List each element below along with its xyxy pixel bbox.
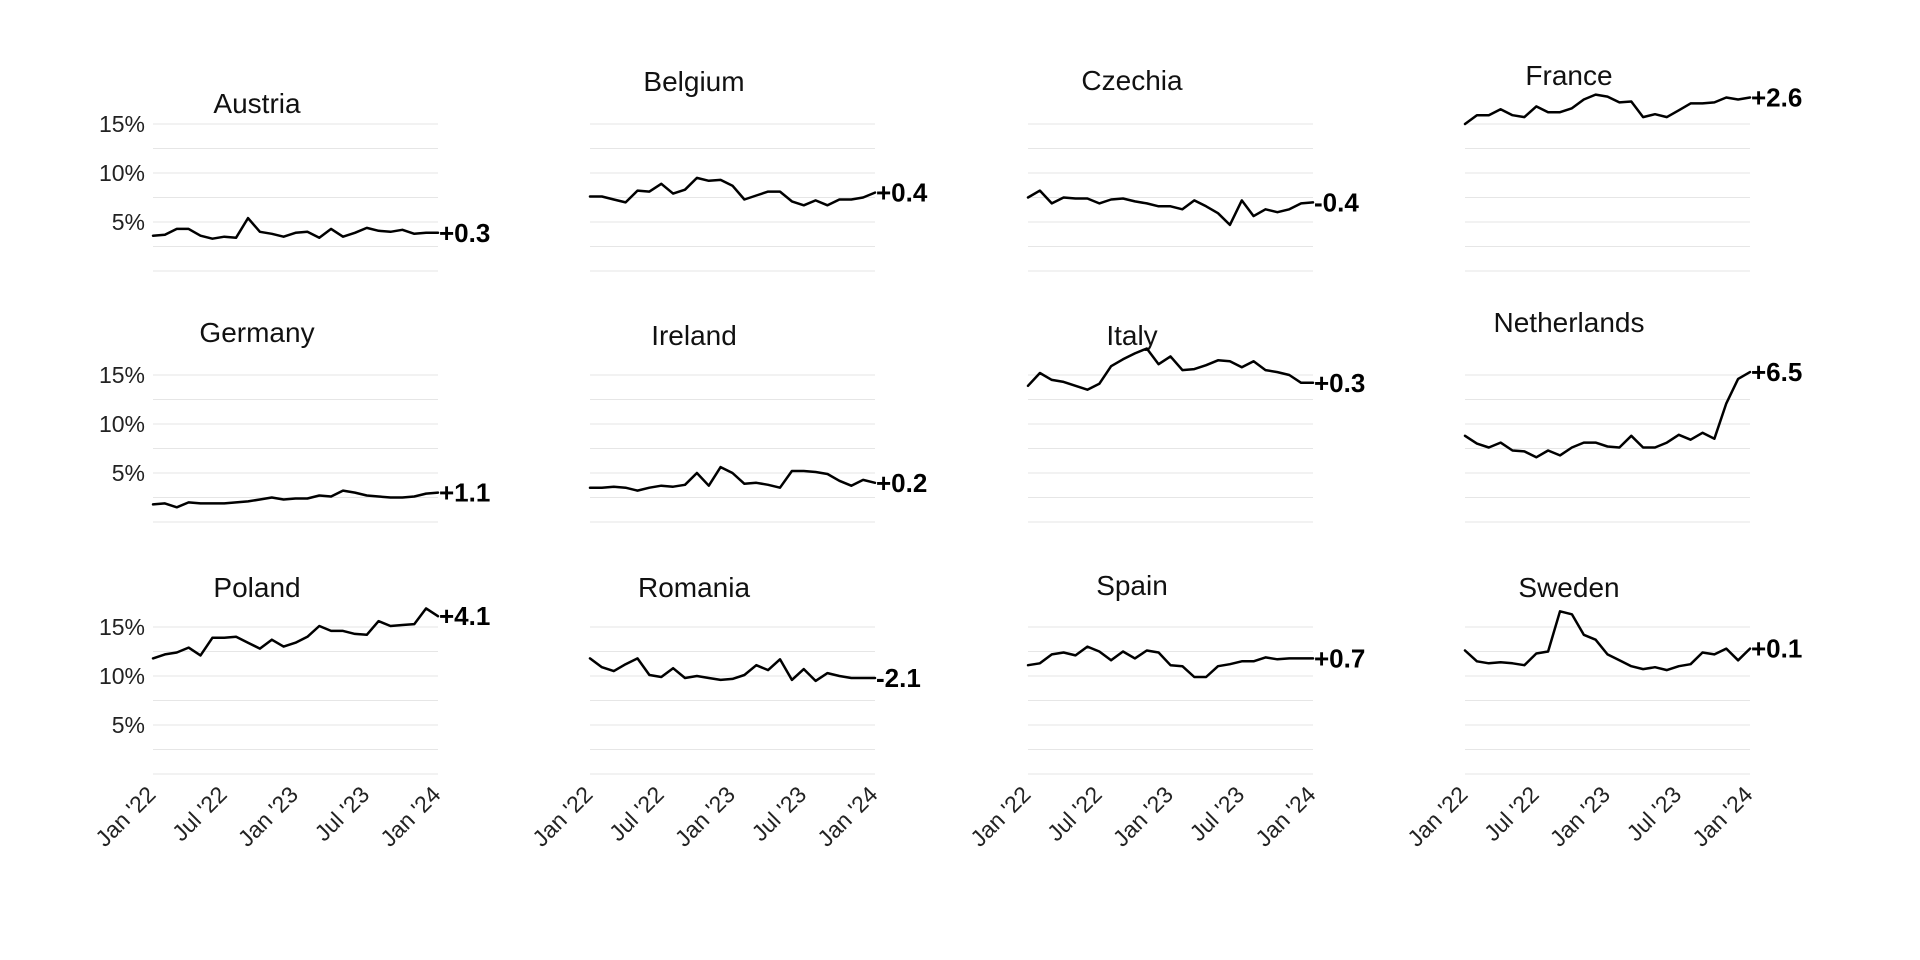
panel-belgium: Belgium +0.4	[588, 66, 928, 272]
panel-title: Romania	[638, 572, 750, 603]
change-label: -0.4	[1314, 187, 1359, 217]
y-tick-label: 10%	[99, 160, 145, 186]
x-tick-label: Jan '23	[1108, 781, 1178, 851]
panel-netherlands: Netherlands +6.5	[1463, 307, 1802, 523]
y-tick-label: 15%	[99, 362, 145, 388]
x-tick-label: Jan '24	[812, 781, 882, 851]
panel-title: France	[1525, 60, 1612, 91]
panel-france: France +2.6	[1463, 60, 1802, 272]
x-tick-label: Jan '23	[1545, 781, 1615, 851]
x-tick-label: Jan '22	[965, 781, 1035, 851]
x-tick-label: Jan '24	[375, 781, 445, 851]
series-line	[1463, 93, 1752, 126]
x-tick-label: Jul '22	[1479, 781, 1544, 846]
panel-title: Austria	[213, 88, 301, 119]
panel-title: Ireland	[651, 320, 737, 351]
x-tick-label: Jul '22	[1042, 781, 1107, 846]
panel-romania: Romania -2.1 Jan '22 Jul '22 Jan '23 Jul '23 J…	[527, 572, 921, 851]
panel-title: Sweden	[1518, 572, 1619, 603]
x-tick-label: Jul '23	[1621, 781, 1686, 846]
series-line	[588, 657, 877, 683]
panel-germany: 15% 10% 5% Germany +1.1	[99, 317, 490, 523]
series-line	[151, 489, 440, 509]
series-line	[1026, 347, 1315, 391]
panel-title: Czechia	[1081, 65, 1183, 96]
y-tick-label: 10%	[99, 663, 145, 689]
series-line	[151, 607, 440, 660]
panel-title: Poland	[213, 572, 300, 603]
change-label: +0.1	[1751, 634, 1802, 664]
panel-title: Germany	[199, 317, 314, 348]
series-line	[151, 216, 440, 240]
y-tick-label: 10%	[99, 411, 145, 437]
y-tick-label: 15%	[99, 111, 145, 137]
x-tick-label: Jan '22	[1402, 781, 1472, 851]
x-tick-label: Jan '24	[1687, 781, 1757, 851]
change-label: +4.1	[439, 601, 490, 631]
series-line	[1026, 645, 1315, 679]
x-tick-label: Jul '22	[604, 781, 669, 846]
series-line	[588, 465, 877, 492]
change-label: +1.1	[439, 478, 490, 508]
change-label: +2.6	[1751, 83, 1802, 113]
panel-austria: 15% 10% 5% Austria +0.3	[99, 88, 490, 272]
change-label: -2.1	[876, 663, 921, 693]
y-tick-label: 15%	[99, 614, 145, 640]
change-label: +0.4	[876, 178, 928, 208]
change-label: +0.3	[1314, 368, 1365, 398]
x-tick-label: Jul '22	[167, 781, 232, 846]
x-tick-label: Jan '24	[1250, 781, 1320, 851]
x-tick-label: Jul '23	[309, 781, 374, 846]
change-label: +0.2	[876, 468, 927, 498]
panel-title: Italy	[1106, 320, 1157, 351]
series-line	[1463, 610, 1752, 672]
change-label: +0.7	[1314, 643, 1365, 673]
panel-sweden: Sweden +0.1 Jan '22 Jul '22 Jan '23 Jul '23 Ja…	[1402, 572, 1802, 851]
panel-title: Netherlands	[1494, 307, 1645, 338]
y-tick-label: 5%	[112, 209, 145, 235]
panel-title: Spain	[1096, 570, 1168, 601]
series-line	[1463, 370, 1752, 459]
panel-spain: Spain +0.7 Jan '22 Jul '22 Jan '23 Jul '23 Jan…	[965, 570, 1365, 851]
change-label: +6.5	[1751, 357, 1802, 387]
y-tick-label: 5%	[112, 460, 145, 486]
panel-ireland: Ireland +0.2	[588, 320, 927, 523]
series-line	[588, 176, 877, 207]
panel-italy: Italy +0.3	[1026, 320, 1365, 523]
panel-czechia: Czechia -0.4	[1026, 65, 1359, 272]
series-line	[1026, 189, 1315, 227]
x-tick-label: Jan '23	[233, 781, 303, 851]
x-tick-label: Jul '23	[746, 781, 811, 846]
x-tick-label: Jan '22	[527, 781, 597, 851]
x-tick-label: Jan '22	[90, 781, 160, 851]
x-tick-label: Jul '23	[1184, 781, 1249, 846]
panel-title: Belgium	[643, 66, 744, 97]
x-tick-label: Jan '23	[670, 781, 740, 851]
change-label: +0.3	[439, 218, 490, 248]
y-tick-label: 5%	[112, 712, 145, 738]
